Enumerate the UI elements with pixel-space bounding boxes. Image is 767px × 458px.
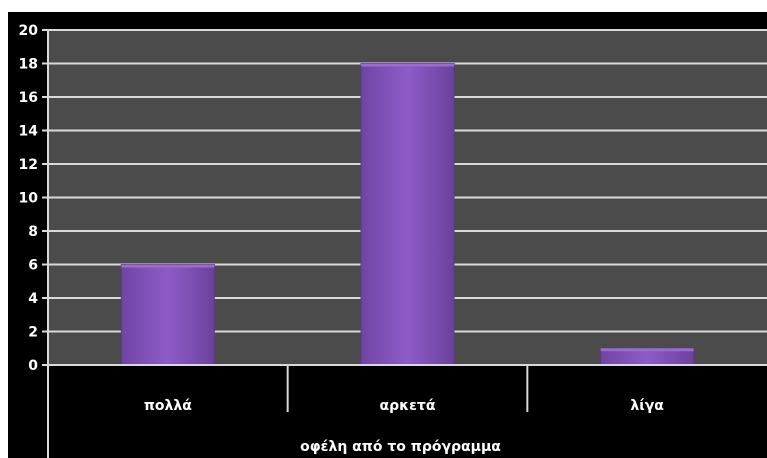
y-tick-label: 2: [28, 325, 38, 341]
category-label: πολλά: [144, 398, 192, 414]
y-tick-label: 16: [19, 90, 38, 106]
category-label: λίγα: [630, 398, 664, 414]
x-axis-title: οφέλη από το πρόγραμμα: [300, 439, 501, 455]
y-tick-labels: 0 2 4 6 8 10 12 14 16 18 20: [19, 23, 39, 374]
category-label: αρκετά: [380, 398, 436, 414]
y-tick-label: 8: [28, 224, 38, 240]
bar-top-highlight: [361, 63, 454, 67]
axes: [47, 30, 767, 458]
bars: [120, 63, 695, 366]
y-tick-label: 18: [19, 57, 38, 73]
y-tick-label: 20: [19, 23, 39, 39]
y-tick-label: 10: [19, 191, 39, 207]
bar: [360, 63, 455, 366]
y-tick-label: 6: [28, 258, 38, 274]
y-tick-label: 0: [28, 358, 38, 374]
y-tick-label: 12: [19, 157, 38, 173]
y-tick-label: 4: [28, 291, 38, 307]
y-tick-label: 14: [19, 124, 39, 140]
category-labels: πολλά αρκετά λίγα: [144, 398, 664, 414]
bar-top-highlight: [600, 348, 694, 352]
bar-top-highlight: [121, 264, 215, 268]
bar: [120, 264, 215, 366]
